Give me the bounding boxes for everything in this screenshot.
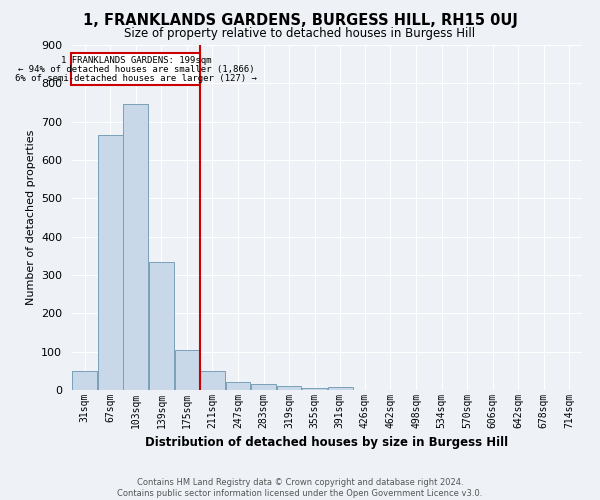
Bar — [73, 371, 97, 390]
Bar — [226, 382, 250, 390]
Bar — [328, 387, 353, 390]
Bar — [277, 386, 301, 390]
Bar — [251, 384, 276, 390]
Text: Contains HM Land Registry data © Crown copyright and database right 2024.
Contai: Contains HM Land Registry data © Crown c… — [118, 478, 482, 498]
Bar — [71, 54, 200, 85]
Text: 1, FRANKLANDS GARDENS, BURGESS HILL, RH15 0UJ: 1, FRANKLANDS GARDENS, BURGESS HILL, RH1… — [83, 12, 517, 28]
X-axis label: Distribution of detached houses by size in Burgess Hill: Distribution of detached houses by size … — [145, 436, 509, 450]
Text: ← 94% of detached houses are smaller (1,866): ← 94% of detached houses are smaller (1,… — [17, 65, 254, 74]
Bar — [175, 350, 199, 390]
Y-axis label: Number of detached properties: Number of detached properties — [26, 130, 35, 305]
Bar — [149, 262, 174, 390]
Bar — [124, 104, 148, 390]
Text: Size of property relative to detached houses in Burgess Hill: Size of property relative to detached ho… — [124, 28, 476, 40]
Bar — [200, 371, 225, 390]
Text: 6% of semi-detached houses are larger (127) →: 6% of semi-detached houses are larger (1… — [15, 74, 257, 83]
Bar — [302, 388, 327, 390]
Bar — [98, 135, 122, 390]
Text: 1 FRANKLANDS GARDENS: 199sqm: 1 FRANKLANDS GARDENS: 199sqm — [61, 56, 211, 65]
